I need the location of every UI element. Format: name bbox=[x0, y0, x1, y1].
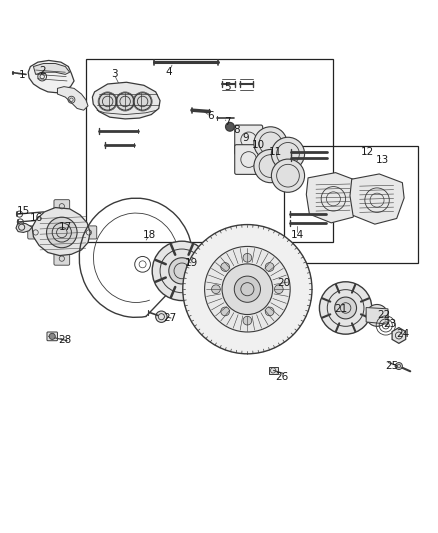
Text: 19: 19 bbox=[185, 258, 198, 268]
Circle shape bbox=[243, 316, 252, 325]
Polygon shape bbox=[16, 223, 32, 232]
Text: 22: 22 bbox=[378, 310, 391, 319]
Circle shape bbox=[169, 258, 195, 284]
FancyBboxPatch shape bbox=[28, 226, 43, 239]
Circle shape bbox=[366, 304, 388, 326]
Text: 27: 27 bbox=[163, 313, 177, 323]
Circle shape bbox=[265, 307, 274, 316]
Polygon shape bbox=[57, 87, 88, 110]
Text: 5: 5 bbox=[224, 82, 231, 92]
Text: 9: 9 bbox=[243, 133, 249, 143]
FancyBboxPatch shape bbox=[235, 125, 263, 155]
Circle shape bbox=[222, 264, 273, 314]
Circle shape bbox=[275, 285, 283, 294]
Text: 10: 10 bbox=[252, 140, 265, 150]
Polygon shape bbox=[28, 60, 74, 93]
Text: 3: 3 bbox=[111, 69, 117, 79]
Circle shape bbox=[221, 307, 230, 316]
Text: 23: 23 bbox=[384, 319, 397, 329]
Circle shape bbox=[254, 149, 287, 183]
Polygon shape bbox=[350, 174, 404, 224]
Text: 18: 18 bbox=[142, 230, 156, 240]
Text: 11: 11 bbox=[269, 147, 283, 157]
Circle shape bbox=[183, 224, 312, 354]
FancyBboxPatch shape bbox=[54, 200, 70, 213]
Text: 21: 21 bbox=[334, 304, 347, 314]
Circle shape bbox=[49, 333, 55, 340]
Text: 1: 1 bbox=[18, 70, 25, 80]
Text: 6: 6 bbox=[207, 111, 214, 121]
Text: 4: 4 bbox=[166, 67, 172, 77]
Circle shape bbox=[212, 285, 220, 294]
Text: 17: 17 bbox=[59, 222, 72, 232]
Text: 24: 24 bbox=[397, 329, 410, 339]
Circle shape bbox=[319, 282, 372, 334]
Circle shape bbox=[221, 263, 230, 271]
Circle shape bbox=[226, 123, 234, 131]
Circle shape bbox=[335, 297, 357, 319]
Text: 28: 28 bbox=[59, 335, 72, 345]
FancyBboxPatch shape bbox=[235, 144, 263, 174]
Circle shape bbox=[46, 217, 77, 248]
Text: 14: 14 bbox=[291, 230, 304, 240]
FancyBboxPatch shape bbox=[54, 252, 70, 265]
Text: 13: 13 bbox=[376, 155, 389, 165]
Text: 20: 20 bbox=[277, 278, 290, 288]
Polygon shape bbox=[33, 63, 70, 75]
FancyBboxPatch shape bbox=[47, 332, 57, 341]
Circle shape bbox=[152, 241, 212, 301]
Circle shape bbox=[265, 263, 274, 271]
Text: 2: 2 bbox=[39, 66, 46, 76]
Circle shape bbox=[243, 253, 252, 262]
Polygon shape bbox=[306, 173, 360, 223]
Circle shape bbox=[205, 246, 290, 332]
Text: 8: 8 bbox=[233, 125, 240, 135]
Circle shape bbox=[234, 276, 261, 302]
Polygon shape bbox=[32, 207, 90, 256]
Circle shape bbox=[134, 93, 151, 110]
Text: 26: 26 bbox=[276, 372, 289, 382]
Text: 25: 25 bbox=[385, 361, 398, 371]
Circle shape bbox=[155, 311, 167, 322]
Circle shape bbox=[272, 138, 304, 171]
FancyBboxPatch shape bbox=[269, 367, 278, 374]
Circle shape bbox=[117, 93, 134, 110]
Polygon shape bbox=[392, 328, 406, 343]
FancyBboxPatch shape bbox=[81, 226, 97, 239]
Polygon shape bbox=[366, 308, 388, 324]
Circle shape bbox=[254, 127, 287, 160]
Text: 7: 7 bbox=[224, 117, 231, 127]
Circle shape bbox=[272, 159, 304, 192]
Text: 15: 15 bbox=[17, 206, 30, 216]
Text: 16: 16 bbox=[30, 214, 43, 223]
Polygon shape bbox=[92, 82, 160, 119]
Circle shape bbox=[396, 362, 403, 369]
Circle shape bbox=[99, 93, 117, 110]
Text: 12: 12 bbox=[361, 147, 374, 157]
